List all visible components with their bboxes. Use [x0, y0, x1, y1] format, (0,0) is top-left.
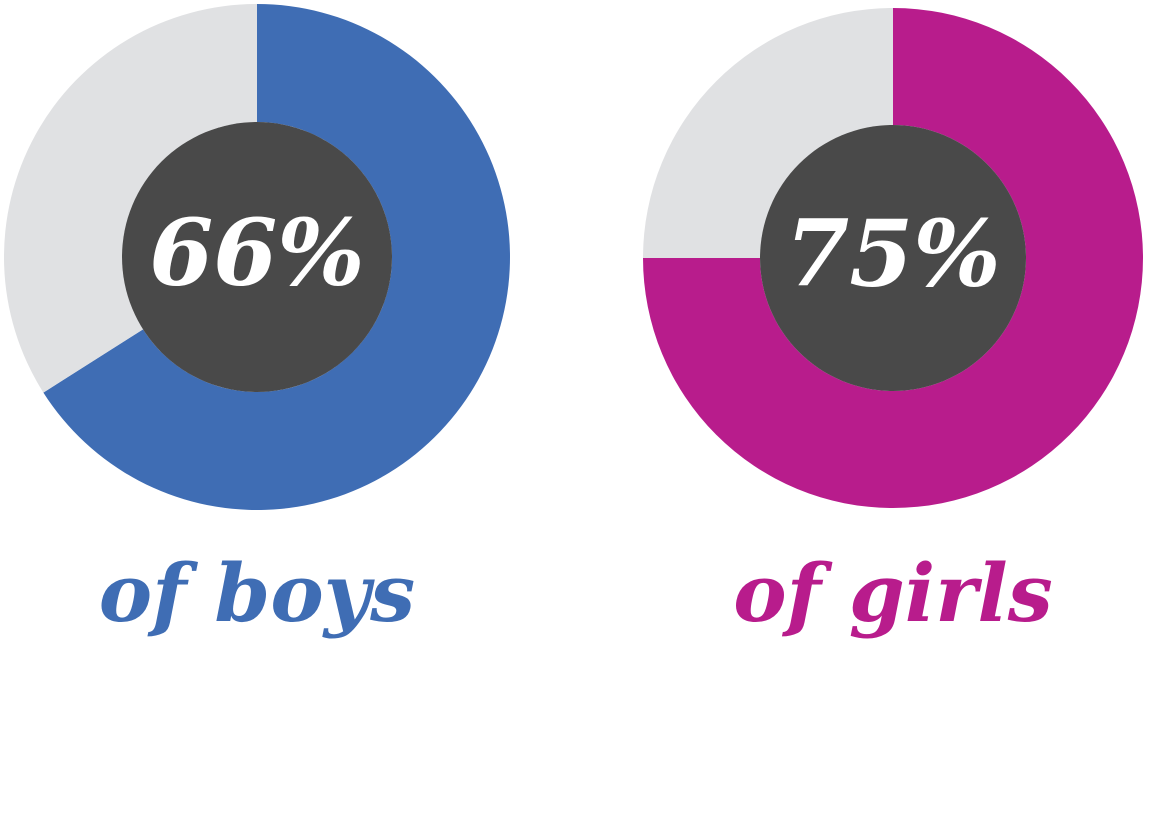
- caption: of boys: [99, 546, 415, 640]
- donut-segment: [643, 8, 1143, 508]
- center-disc: [122, 122, 392, 392]
- caption: of girls: [733, 546, 1053, 640]
- donut-segment: [643, 8, 893, 258]
- center-label: 66%: [149, 199, 364, 307]
- center-disc: [760, 125, 1026, 391]
- donut-segment: [43, 4, 510, 510]
- donut-segment: [3, 4, 258, 393]
- center-label: 75%: [785, 200, 1000, 308]
